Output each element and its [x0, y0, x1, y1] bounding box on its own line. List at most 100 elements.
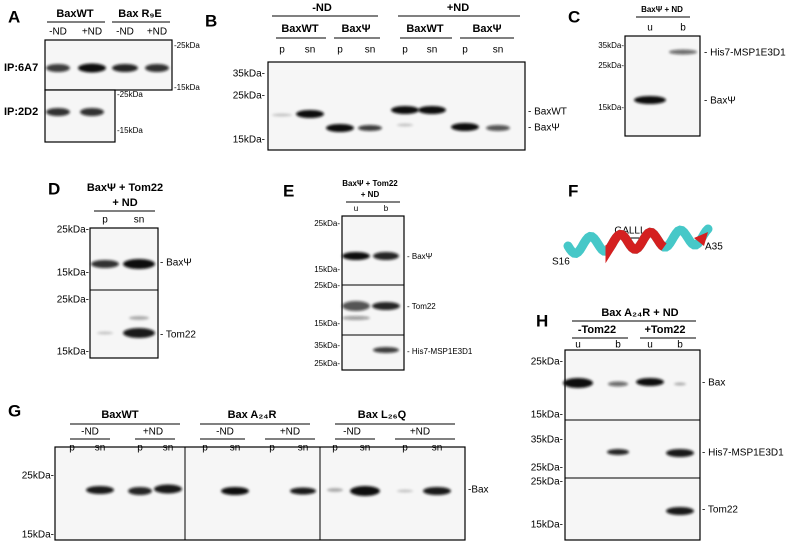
band: [372, 302, 400, 310]
condition: -ND: [312, 2, 332, 14]
panel-letter: D: [48, 179, 60, 198]
marker: 25kDa-: [531, 477, 563, 488]
band-label: - Bax: [702, 378, 725, 389]
band: [46, 108, 70, 116]
panel-letter: A: [8, 7, 20, 26]
band: [666, 449, 694, 457]
header: Bax L₂₆Q: [358, 409, 407, 421]
lane: p: [462, 45, 468, 56]
band: [123, 259, 155, 269]
blot-box: [341, 215, 405, 371]
condition: -ND: [81, 427, 99, 438]
blot-box: [54, 446, 466, 541]
condition: +ND: [447, 2, 469, 14]
lane: u: [647, 340, 653, 351]
band-label: - BaxWT: [528, 107, 567, 118]
marker: 25kDa-: [57, 225, 89, 236]
marker: 15kDa-: [531, 520, 563, 531]
blot-box: [89, 227, 159, 359]
band: [418, 106, 446, 114]
band-label: - His7-MSP1E3D1: [704, 48, 786, 59]
lane: p: [202, 443, 208, 454]
marker: 25kDa-: [598, 61, 624, 70]
blot-label: IP:2D2: [4, 106, 38, 118]
marker: 25kDa-: [531, 357, 563, 368]
marker: 15kDa-: [531, 410, 563, 421]
blot-box: [267, 61, 526, 151]
band-label: - BaxΨ: [528, 123, 560, 134]
title: BaxΨ + Tom22: [87, 182, 163, 194]
band: [391, 106, 419, 114]
blot-box: [44, 89, 116, 143]
marker: 25kDa-: [57, 295, 89, 306]
lane: p: [402, 45, 408, 56]
lane: u: [647, 23, 653, 34]
panel-letter: G: [8, 401, 21, 420]
condition: +Tom22: [644, 324, 685, 336]
lane: b: [677, 340, 683, 351]
marker: 15kDa-: [314, 265, 340, 274]
band: [350, 486, 380, 496]
band: [373, 347, 399, 353]
band: [290, 487, 316, 495]
lane: sn: [95, 443, 106, 454]
header: BaxWT: [56, 8, 94, 20]
marker: 25kDa-: [314, 219, 340, 228]
lane: sn: [427, 45, 438, 56]
marker: 35kDa-: [531, 435, 563, 446]
lane: u: [354, 204, 358, 213]
lane: p: [269, 443, 275, 454]
lane: u: [575, 340, 581, 351]
helix-motif: [605, 227, 667, 264]
band: [123, 328, 155, 338]
lane: p: [137, 443, 143, 454]
band: [80, 108, 104, 116]
band: [296, 110, 324, 118]
helix-tip: [694, 232, 708, 246]
band: [669, 49, 697, 55]
band: [145, 64, 169, 72]
condition: -ND: [116, 27, 134, 38]
helix-start: S16: [552, 257, 570, 268]
lane: b: [615, 340, 621, 351]
lane: p: [69, 443, 75, 454]
band: [154, 484, 182, 494]
band: [674, 382, 686, 386]
title: BaxΨ + Tom22: [342, 179, 398, 188]
marker: 25kDa-: [531, 463, 563, 474]
band-label: -Bax: [468, 485, 489, 496]
panel-letter: E: [283, 181, 294, 200]
band: [221, 487, 249, 495]
lane: b: [680, 23, 686, 34]
band: [78, 63, 106, 73]
marker: 25kDa-: [22, 471, 54, 482]
marker: 35kDa-: [233, 69, 265, 80]
condition: -ND: [343, 427, 361, 438]
band: [46, 64, 70, 72]
helix-end: A35: [705, 242, 723, 253]
band-label: - Tom22: [702, 505, 738, 516]
marker: 15kDa-: [233, 135, 265, 146]
band-label: - His7-MSP1E3D1: [407, 347, 473, 356]
condition: -ND: [216, 427, 234, 438]
band: [112, 64, 138, 72]
lane: sn: [298, 443, 309, 454]
marker: 35kDa-: [598, 41, 624, 50]
band: [97, 331, 113, 335]
header: Bax A₂₄R: [228, 409, 277, 421]
condition: -Tom22: [578, 324, 616, 336]
band: [358, 125, 382, 131]
band: [397, 123, 413, 127]
band-label: - Tom22: [160, 330, 196, 341]
panel-letter: F: [568, 181, 578, 200]
band: [636, 378, 664, 386]
marker: 25kDa-: [314, 359, 340, 368]
title: Bax A₂₄R + ND: [601, 307, 678, 319]
header: BaxΨ: [341, 23, 370, 35]
band: [666, 507, 694, 515]
title: + ND: [361, 190, 380, 199]
lane: sn: [365, 45, 376, 56]
lane: sn: [360, 443, 371, 454]
marker: -15kDa: [174, 83, 200, 92]
condition: +ND: [143, 427, 163, 438]
